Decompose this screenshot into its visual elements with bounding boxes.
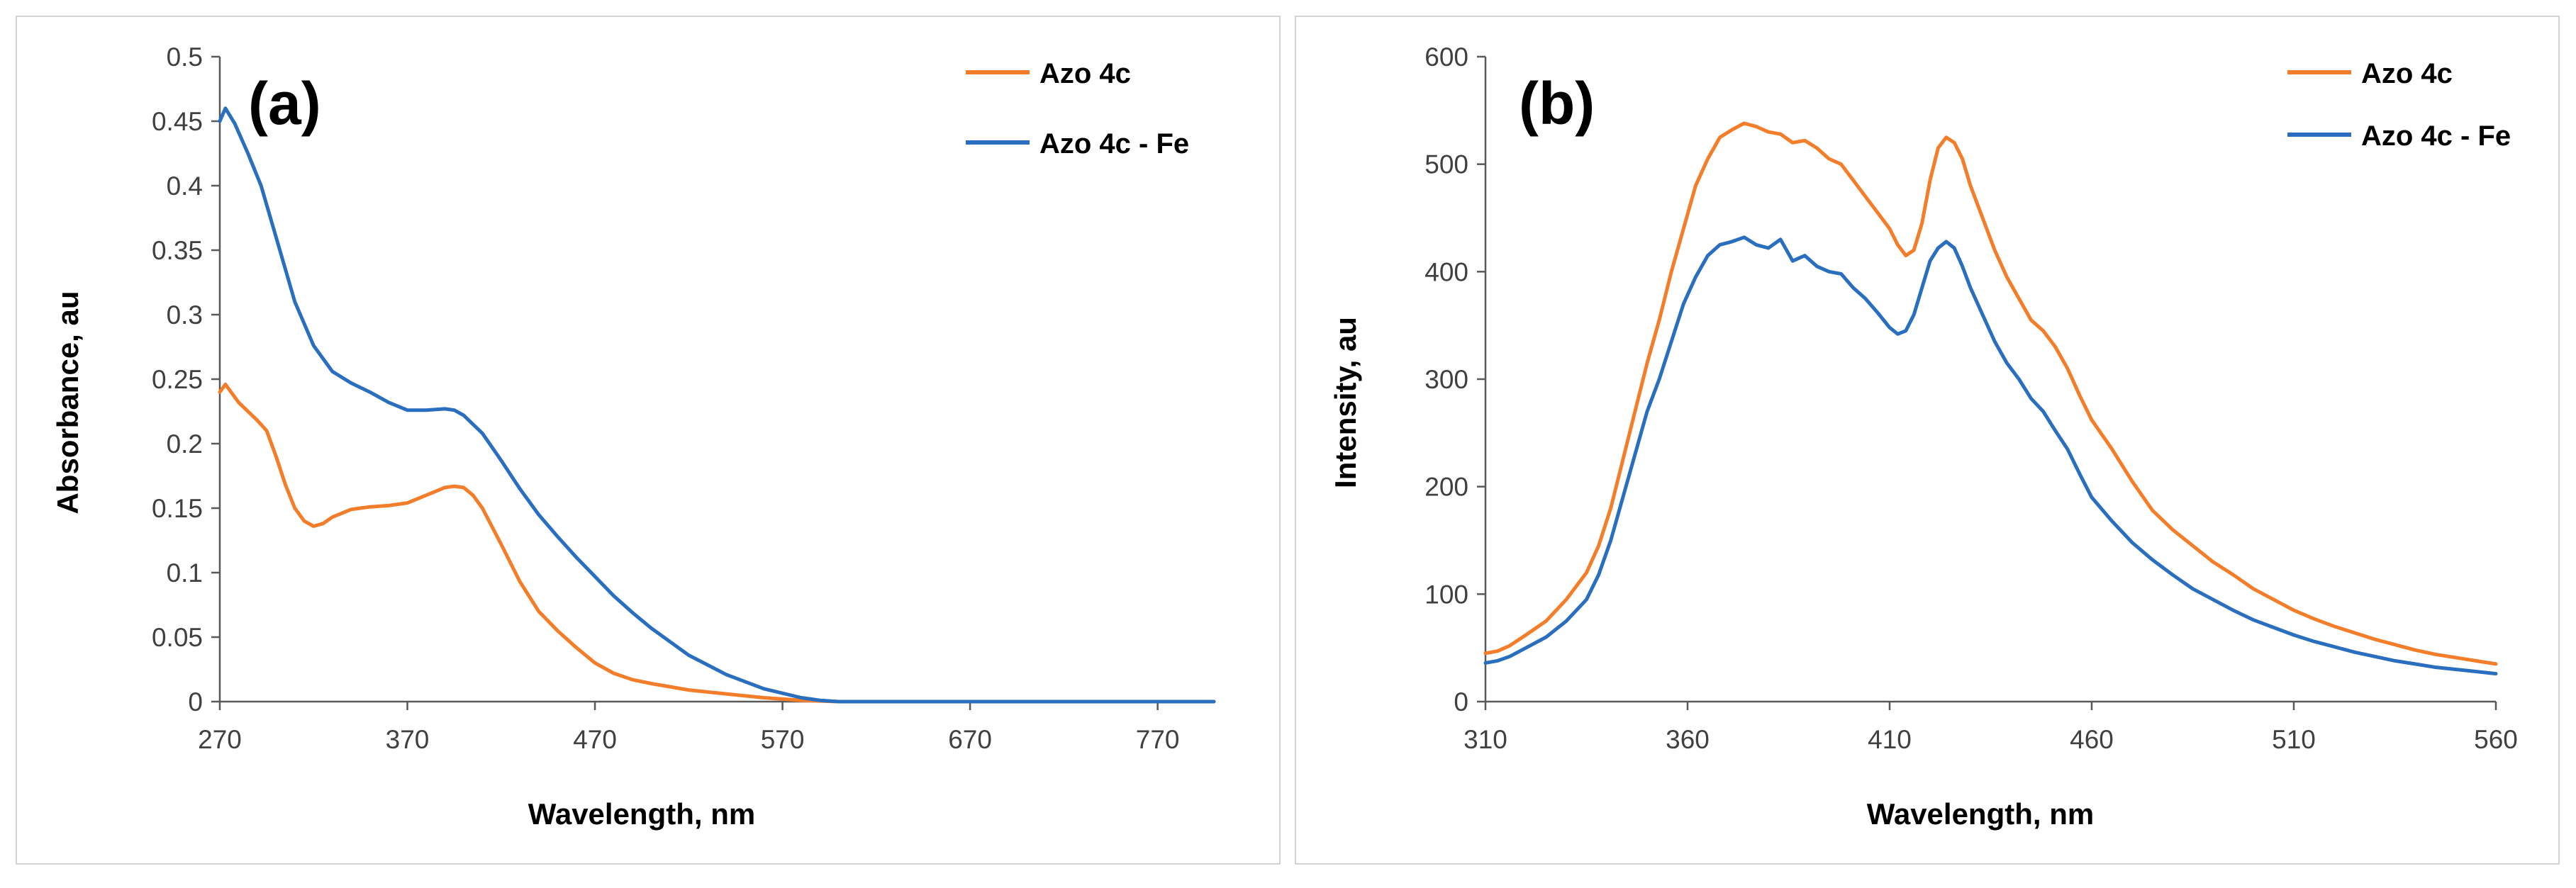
panel-b-y-tick-label: 0: [1454, 687, 1468, 716]
panel-b-y-tick-label: 200: [1424, 473, 1468, 502]
panel-b-y-tick-label: 300: [1424, 365, 1468, 394]
panel-b-series-azo-4c-fe-line: [1483, 235, 2498, 676]
panel-a-series-azo-4c-line: [218, 382, 1216, 704]
panel-a-x-tick-label: 570: [761, 725, 805, 754]
panel-a-x-tick-label: 270: [198, 725, 242, 754]
panel-a-legend-label-2: Azo 4c - Fe: [1039, 128, 1189, 159]
panel-a-x-tick-label: 470: [573, 725, 617, 754]
panel-b-frame: [1295, 16, 2560, 865]
panel-b-x-tick-label: 460: [2070, 725, 2114, 754]
panel-b-y-tick-label: 500: [1424, 150, 1468, 179]
panel-b-label: (b): [1519, 70, 1595, 137]
panel-a-x-tick-label: 370: [386, 725, 430, 754]
panel-b-x-tick-label: 410: [1868, 725, 1912, 754]
panel-a-y-tick-label: 0.25: [152, 365, 203, 394]
panel-a-y-tick-label: 0.5: [167, 43, 203, 72]
panel-a-legend-label-1: Azo 4c: [1039, 58, 1131, 89]
panel-a-frame: [16, 16, 1281, 865]
panel-b-x-tick-label: 510: [2272, 725, 2316, 754]
panel-a-y-tick-label: 0: [188, 687, 203, 716]
panel-b-xlabel: Wavelength, nm: [1867, 797, 2094, 831]
panel-b-x-tick-label: 310: [1463, 725, 1507, 754]
panel-b-x-tick-label: 360: [1666, 725, 1710, 754]
panel-b-y-tick-label: 100: [1424, 580, 1468, 609]
panel-a-y-tick-label: 0.05: [152, 623, 203, 652]
panel-a-y-tick-label: 0.1: [167, 558, 203, 588]
panel-a-ylabel: Absorbance, au: [51, 291, 84, 514]
panel-a-y-tick-label: 0.2: [167, 429, 203, 459]
panel-a-x-tick-label: 770: [1136, 725, 1180, 754]
panel-a-y-tick-label: 0.3: [167, 300, 203, 330]
panel-a-label: (a): [248, 70, 321, 137]
panel-b-series-azo-4c-line: [1483, 121, 2498, 666]
panel-b-legend-label-1: Azo 4c: [2361, 58, 2453, 89]
panel-b-ylabel: Intensity, au: [1329, 317, 1362, 488]
panel-a-y-tick-label: 0.15: [152, 494, 203, 523]
panel-b-y-tick-label: 400: [1424, 257, 1468, 286]
panel-a-xlabel: Wavelength, nm: [528, 797, 755, 831]
panel-a-y-tick-label: 0.35: [152, 236, 203, 265]
panel-a-series-azo-4c-fe-line: [218, 106, 1216, 704]
panel-a-y-tick-label: 0.4: [167, 172, 203, 201]
panel-a-x-tick-label: 670: [948, 725, 992, 754]
panel-a-y-tick-label: 0.45: [152, 107, 203, 136]
panel-b-x-tick-label: 560: [2474, 725, 2518, 754]
panel-b-legend-label-2: Azo 4c - Fe: [2361, 120, 2511, 152]
panel-b-y-tick-label: 600: [1424, 43, 1468, 72]
